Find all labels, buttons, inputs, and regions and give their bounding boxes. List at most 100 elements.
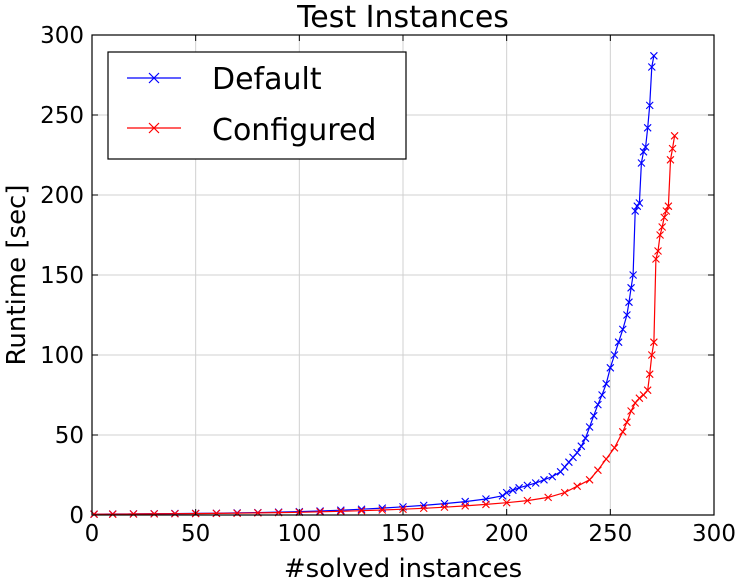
data-point-configured	[645, 370, 654, 379]
data-point-default	[629, 271, 638, 279]
data-point-configured	[523, 496, 532, 505]
data-point-configured	[666, 155, 675, 164]
ticks: 0 50 100 150 200 250 300 0 50 100 150 200 250 300	[40, 23, 736, 547]
legend: Default Configured	[107, 51, 407, 160]
data-point-default	[602, 379, 611, 388]
data-point-configured	[602, 455, 611, 463]
data-point-default	[589, 411, 598, 420]
data-point-configured	[502, 498, 511, 507]
data-point-configured	[212, 509, 221, 518]
x-tick-label: 200	[485, 521, 529, 547]
data-point-default	[643, 123, 652, 132]
data-point-default	[498, 491, 507, 500]
data-point-default	[610, 351, 619, 359]
data-point-configured	[573, 482, 582, 491]
data-point-default	[614, 338, 623, 347]
data-point-default	[627, 283, 635, 292]
data-point-default	[515, 483, 523, 492]
data-point-default	[641, 143, 650, 151]
data-point-default	[623, 311, 631, 319]
data-point-configured	[658, 223, 667, 231]
data-point-default	[531, 479, 540, 487]
data-point-configured	[585, 475, 594, 484]
x-tick-label: 250	[588, 521, 632, 547]
x-tick-label: 0	[85, 521, 100, 547]
data-point-configured	[635, 394, 644, 403]
y-tick-label: 100	[40, 343, 84, 369]
data-point-default	[502, 488, 511, 497]
data-point-configured	[656, 231, 664, 239]
chart-title: Test Instances	[296, 0, 509, 35]
data-point-default	[508, 486, 517, 495]
y-tick-label: 150	[40, 263, 84, 289]
y-tick-label: 0	[69, 503, 84, 529]
y-tick-label: 200	[40, 183, 84, 209]
data-point-configured	[623, 418, 631, 427]
data-point-default	[649, 51, 658, 60]
data-point-configured	[643, 386, 652, 395]
data-point-configured	[618, 427, 627, 436]
data-point-default	[523, 481, 532, 490]
data-point-configured	[316, 507, 324, 516]
data-point-configured	[357, 506, 366, 515]
series-layer	[90, 51, 679, 519]
data-point-default	[357, 505, 366, 514]
data-point-default	[548, 472, 557, 481]
y-tick-label: 50	[55, 423, 84, 449]
data-point-default	[440, 499, 449, 508]
data-point-default	[594, 400, 602, 409]
y-tick-label: 300	[40, 23, 84, 49]
data-point-default	[631, 207, 640, 215]
data-point-default	[598, 391, 606, 399]
data-point-default	[635, 199, 644, 207]
legend-marker-default	[148, 72, 160, 84]
data-point-default	[336, 506, 345, 515]
x-tick-label: 150	[381, 521, 425, 547]
data-point-default	[316, 507, 324, 515]
y-tick-label: 250	[40, 103, 84, 129]
data-point-configured	[652, 255, 660, 263]
data-point-configured	[129, 510, 138, 518]
data-point-configured	[668, 144, 677, 153]
data-point-default	[647, 63, 656, 71]
legend-box	[107, 51, 407, 160]
data-point-configured	[461, 501, 470, 510]
x-tick-label: 100	[277, 521, 321, 547]
data-point-default	[540, 475, 548, 484]
data-point-configured	[610, 443, 619, 452]
data-point-default	[585, 423, 594, 431]
data-point-default	[639, 147, 648, 156]
data-point-default	[577, 442, 586, 451]
x-tick-label: 50	[181, 521, 210, 547]
data-point-default	[645, 101, 654, 110]
data-point-configured	[482, 500, 490, 509]
data-point-configured	[336, 507, 345, 516]
data-point-configured	[649, 338, 658, 347]
legend-label-default: Default	[212, 62, 322, 97]
data-point-configured	[670, 131, 679, 140]
data-point-configured	[108, 510, 117, 519]
x-tick-label: 300	[692, 521, 736, 547]
data-point-default	[625, 298, 633, 307]
y-axis-label: Runtime [sec]	[2, 185, 32, 366]
data-point-configured	[544, 493, 553, 502]
data-point-configured	[647, 351, 656, 359]
data-point-default	[606, 363, 615, 372]
data-point-configured	[594, 466, 602, 475]
data-point-configured	[660, 213, 669, 222]
data-point-configured	[662, 207, 671, 215]
data-point-default	[573, 448, 582, 457]
data-point-configured	[150, 509, 159, 518]
data-point-configured	[664, 202, 673, 211]
data-point-configured	[654, 247, 662, 255]
legend-label-configured: Configured	[212, 113, 376, 148]
data-point-configured	[419, 504, 428, 513]
data-point-default	[618, 325, 627, 334]
data-point-default	[637, 159, 646, 167]
data-point-configured	[627, 407, 635, 415]
data-point-configured	[378, 506, 387, 514]
data-point-configured	[171, 509, 179, 518]
x-axis-label: #solved instances	[284, 554, 522, 584]
data-point-configured	[440, 503, 449, 512]
